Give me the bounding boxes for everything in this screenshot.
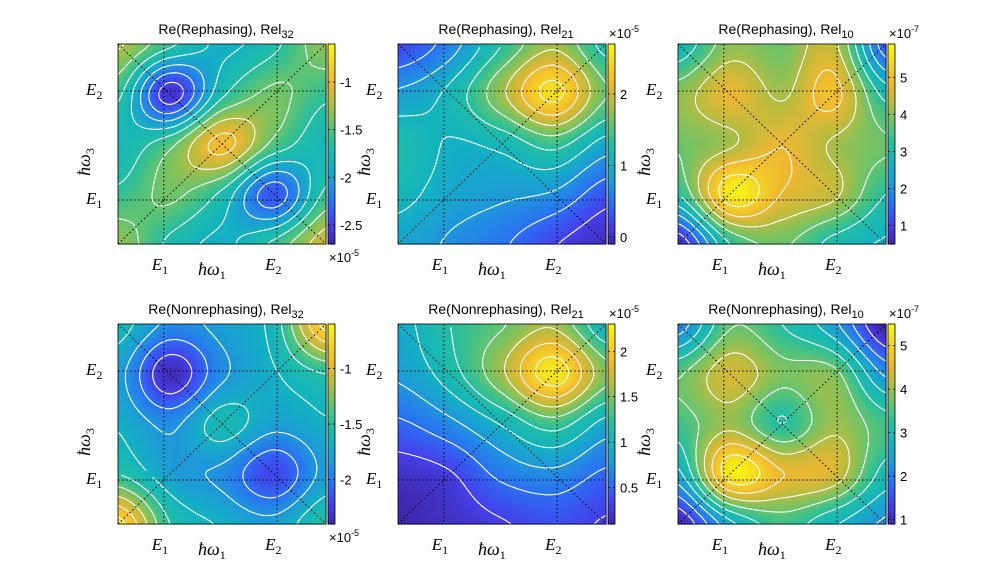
figure: Re(Rephasing), Rel32E1 E2E2E1ħω1ħω3-1-1.5… [0,0,997,588]
